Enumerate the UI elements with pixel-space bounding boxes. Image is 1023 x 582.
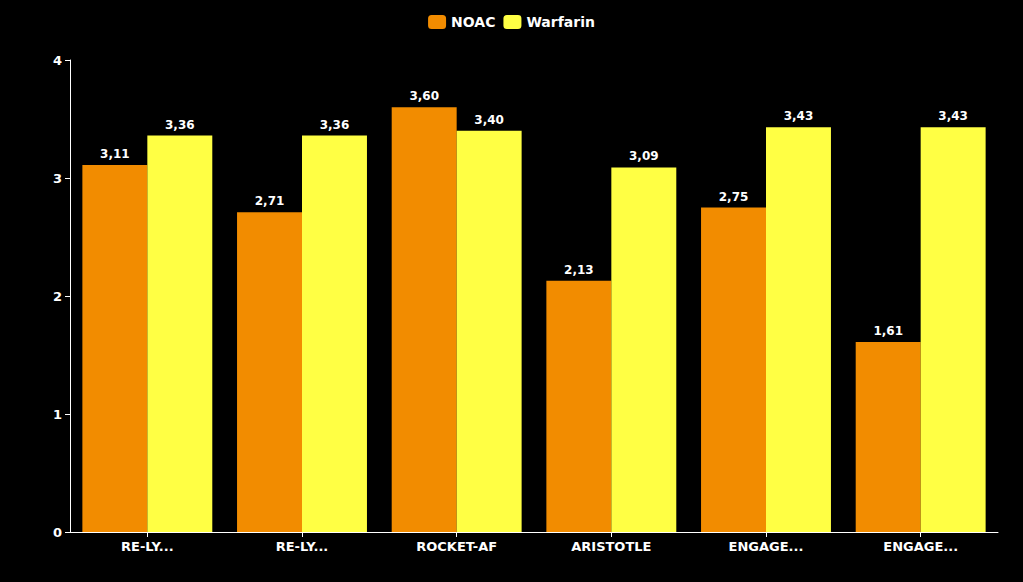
svg-text:3,11: 3,11 (100, 147, 130, 161)
svg-text:2,75: 2,75 (719, 190, 749, 204)
svg-text:1,61: 1,61 (873, 324, 903, 338)
svg-text:3,40: 3,40 (474, 113, 504, 127)
svg-text:1: 1 (53, 407, 62, 422)
svg-text:3,36: 3,36 (320, 118, 350, 132)
svg-text:4: 4 (53, 53, 62, 68)
svg-text:3: 3 (53, 171, 62, 186)
svg-text:ENGAGE...: ENGAGE... (883, 539, 958, 554)
svg-text:RE-LY...: RE-LY... (276, 539, 329, 554)
svg-text:0: 0 (53, 525, 62, 540)
svg-text:2: 2 (53, 289, 62, 304)
svg-text:Warfarin: Warfarin (526, 14, 595, 30)
svg-text:NOAC: NOAC (451, 14, 495, 30)
svg-text:3,43: 3,43 (784, 109, 814, 123)
svg-text:ARISTOTLE: ARISTOTLE (571, 539, 651, 554)
svg-text:RE-LY...: RE-LY... (121, 539, 174, 554)
svg-text:3,09: 3,09 (629, 149, 659, 163)
svg-text:2,71: 2,71 (255, 194, 285, 208)
svg-text:3,36: 3,36 (165, 118, 195, 132)
svg-text:3,60: 3,60 (409, 89, 439, 103)
svg-text:ROCKET-AF: ROCKET-AF (416, 539, 497, 554)
svg-text:2,13: 2,13 (564, 263, 594, 277)
svg-text:3,43: 3,43 (938, 109, 968, 123)
svg-text:ENGAGE...: ENGAGE... (729, 539, 804, 554)
